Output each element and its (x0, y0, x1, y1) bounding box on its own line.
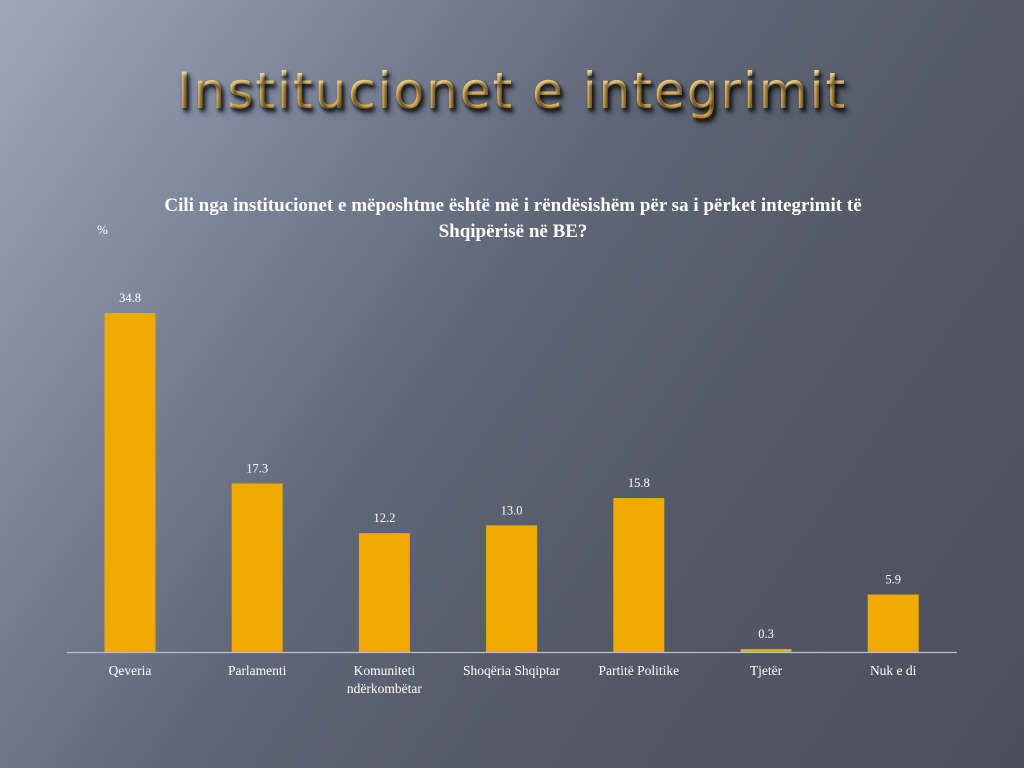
x-tick-label: Parlamenti (227, 663, 287, 678)
data-label-2: 12.2 (373, 511, 395, 525)
x-tick-label: Partitë Politike (598, 663, 680, 678)
data-label-4: 15.8 (628, 476, 650, 490)
bar-5 (740, 649, 792, 652)
data-label-1: 17.3 (246, 461, 268, 475)
data-label-3: 13.0 (501, 503, 523, 517)
data-label-5: 0.3 (758, 627, 774, 641)
bar-2 (358, 533, 410, 652)
x-tick-label: Komuniteti ndërkombëtar (346, 663, 422, 696)
data-label-6: 5.9 (885, 573, 901, 587)
data-label-0: 34.8 (119, 291, 141, 305)
bar-3 (486, 525, 538, 652)
x-tick-label: Nuk e di (869, 663, 917, 678)
bar-1 (231, 483, 283, 652)
x-tick-label: Qeveria (108, 663, 152, 678)
bar-4 (613, 498, 665, 652)
bar-6 (867, 594, 919, 652)
y-axis-unit: % (97, 222, 108, 237)
slide-title: Institucionet e integrimit (0, 62, 1024, 120)
x-tick-label: Tjetër (749, 663, 783, 678)
chart-title: Cili nga institucionet e mëposhtme është… (164, 195, 862, 242)
bar-0 (104, 313, 156, 652)
x-tick-label: Shoqëria Shqiptar (463, 663, 561, 678)
